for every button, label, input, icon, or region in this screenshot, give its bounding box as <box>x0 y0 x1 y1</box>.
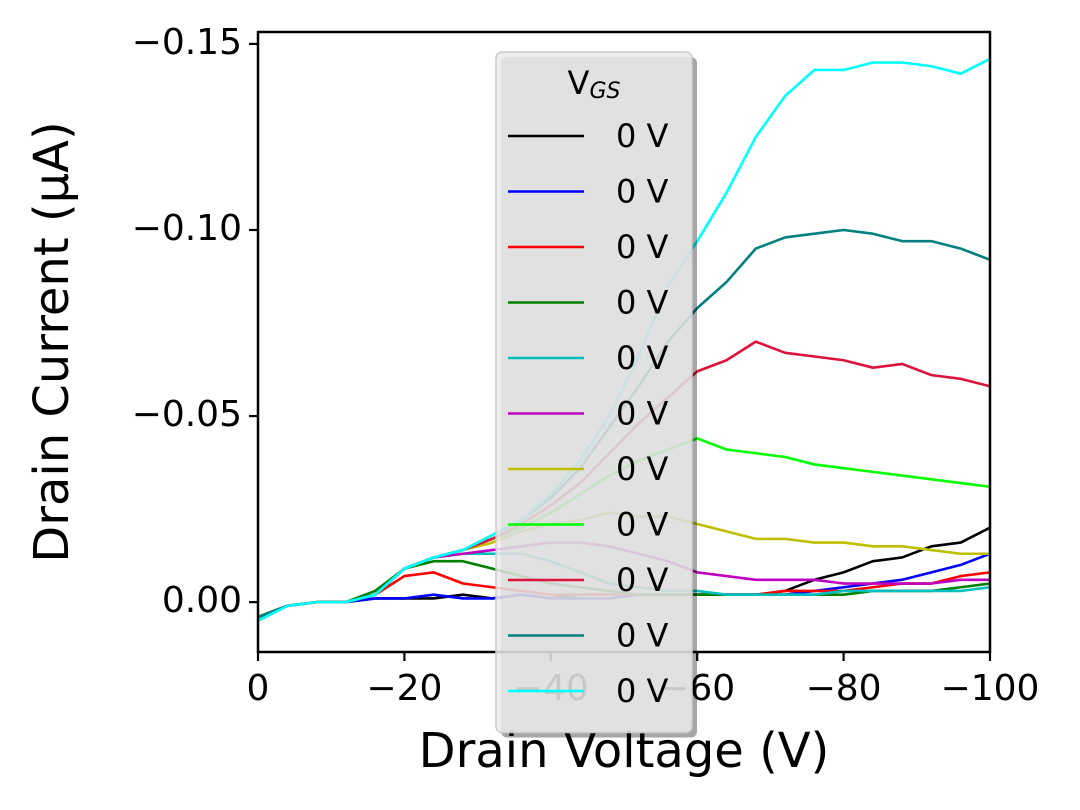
legend-label: 0 V <box>616 450 669 488</box>
legend-label: 0 V <box>616 561 669 599</box>
x-tick-label: 0 <box>247 668 270 709</box>
legend-label: 0 V <box>616 228 669 266</box>
legend-box <box>495 51 693 734</box>
y-tick-label: −0.10 <box>132 208 242 249</box>
y-axis-label: Drain Current (μA) <box>24 121 80 563</box>
y-tick-label: 0.00 <box>162 580 242 621</box>
legend-label: 0 V <box>616 173 669 211</box>
legend-label: 0 V <box>616 117 669 155</box>
legend-label: 0 V <box>616 395 669 433</box>
y-tick-label: −0.05 <box>132 394 242 435</box>
legend-label: 0 V <box>616 339 669 377</box>
y-tick-label: −0.15 <box>132 22 242 63</box>
x-tick-label: −100 <box>941 668 1040 709</box>
legend-label: 0 V <box>616 284 669 322</box>
x-tick-label: −20 <box>366 668 442 709</box>
x-tick-label: −80 <box>806 668 882 709</box>
legend-label: 0 V <box>616 506 669 544</box>
legend-title: VGS <box>568 64 621 104</box>
legend-label: 0 V <box>616 672 669 710</box>
legend: VGS 0 V 0 V 0 V 0 V 0 V 0 V 0 V 0 V 0 V 0 V 0 V <box>495 51 697 738</box>
legend-title-main: V <box>568 64 590 102</box>
legend-label: 0 V <box>616 617 669 655</box>
legend-title-sub: GS <box>589 79 620 104</box>
